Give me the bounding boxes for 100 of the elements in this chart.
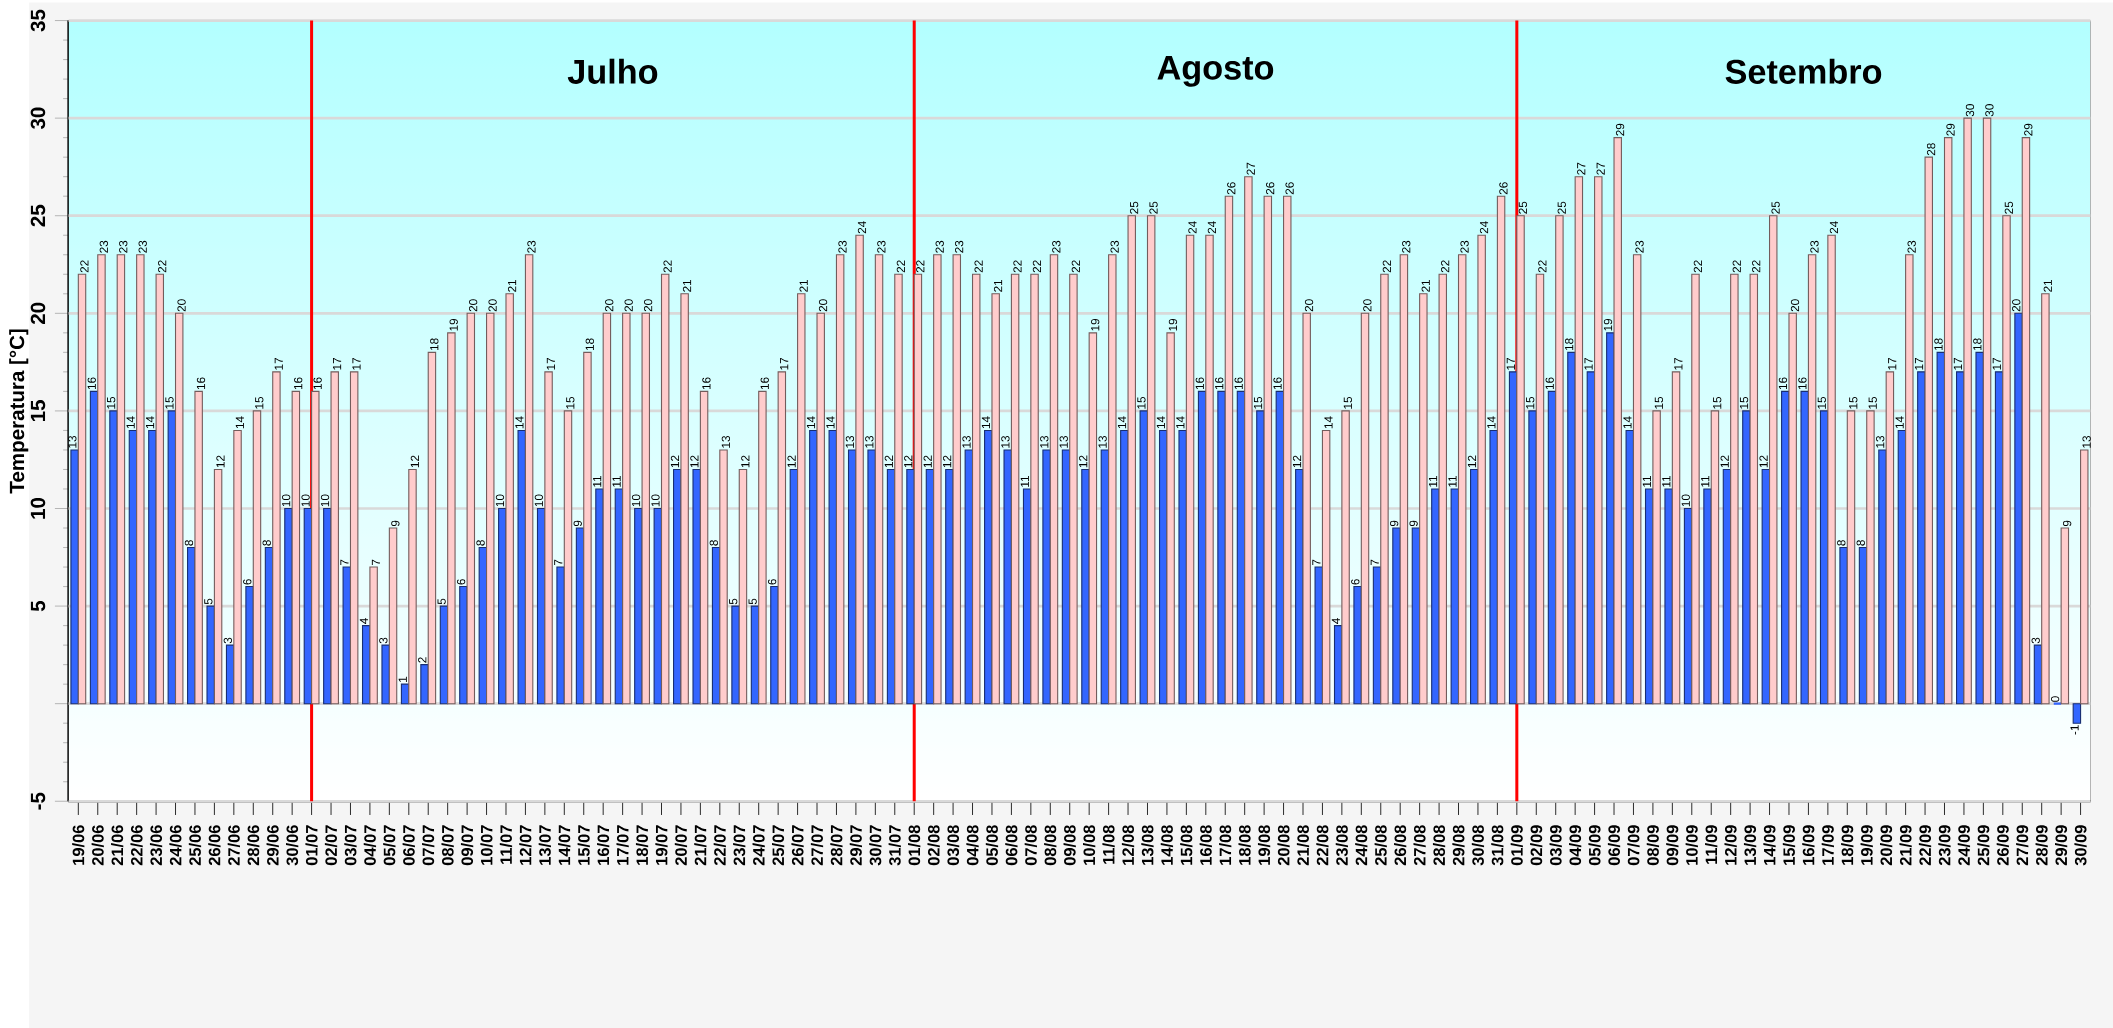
x-tick-label: 29/06 — [266, 825, 279, 866]
data-label: 14 — [1895, 416, 1904, 429]
x-tick-label: 02/08 — [927, 825, 940, 866]
x-tick-label: 28/07 — [830, 825, 843, 866]
x-tick-label: 10/07 — [480, 825, 493, 865]
data-label: 17 — [1506, 357, 1515, 370]
data-label: 20 — [468, 299, 478, 312]
x-tick-label: 28/08 — [1432, 825, 1446, 866]
bar — [1360, 312, 1370, 705]
data-label: 18 — [1564, 338, 1574, 351]
data-label: 14 — [126, 416, 135, 429]
data-label: 16 — [1195, 377, 1204, 390]
bar — [1885, 371, 1895, 705]
data-label: 12 — [410, 455, 419, 468]
bar — [1768, 215, 1778, 705]
data-label: 11 — [612, 475, 621, 487]
data-label: 11 — [1662, 475, 1671, 487]
data-label: 26 — [1266, 182, 1275, 195]
x-tick-label: 26/07 — [791, 825, 804, 866]
bar — [1924, 156, 1933, 705]
x-tick-label: 09/08 — [1063, 825, 1076, 866]
data-label: 27 — [1577, 162, 1586, 175]
bar — [1839, 546, 1848, 705]
x-tick-label: 22/06 — [130, 825, 143, 866]
data-label: 12 — [216, 455, 225, 468]
data-label: 15 — [1253, 396, 1263, 409]
y-tick-label: -5 — [30, 792, 46, 810]
bar — [952, 254, 962, 705]
x-tick-label: 28/06 — [247, 825, 260, 866]
bar — [2021, 137, 2031, 705]
data-label: 6 — [767, 579, 777, 585]
annotation: Agosto — [1157, 55, 1274, 87]
bar — [1108, 254, 1117, 705]
data-label: 7 — [1312, 559, 1321, 566]
data-label: 20 — [488, 299, 497, 312]
data-label: 12 — [741, 455, 750, 468]
x-tick-label: 15/07 — [577, 825, 590, 865]
data-label: 17 — [352, 357, 361, 370]
annotation: Julho — [567, 58, 658, 84]
data-label: 22 — [80, 260, 89, 273]
data-label: 23 — [1810, 240, 1819, 253]
bar — [971, 273, 981, 705]
x-tick-label: 30/08 — [1471, 825, 1485, 866]
data-label: 28 — [1926, 143, 1936, 156]
data-label: 16 — [702, 377, 711, 390]
data-label: 8 — [476, 540, 485, 546]
bar — [1030, 273, 1039, 705]
bar — [1866, 410, 1875, 705]
x-tick-label: 24/07 — [752, 825, 765, 866]
x-tick-label: 01/07 — [305, 825, 318, 866]
x-tick-label: 05/08 — [985, 825, 999, 866]
x-tick-label: 18/08 — [1238, 825, 1251, 865]
x-tick-label: 13/07 — [538, 825, 551, 865]
data-label: 12 — [1292, 455, 1302, 468]
x-tick-label: 04/09 — [1569, 825, 1582, 866]
bar — [828, 429, 837, 705]
bar — [1224, 195, 1234, 705]
y-axis-title: Temperatura [°C] — [9, 329, 29, 494]
bar — [1450, 488, 1460, 705]
y-tick-label: 20 — [30, 302, 46, 324]
data-label: 23 — [1110, 240, 1119, 253]
bar — [1438, 273, 1448, 705]
data-label: -1 — [2070, 725, 2079, 735]
x-tick-label: 25/09 — [1977, 825, 1990, 866]
data-label: 20 — [1363, 299, 1372, 312]
data-label: 17 — [1674, 357, 1683, 370]
bar — [653, 507, 663, 705]
bar — [602, 312, 612, 705]
bar — [466, 312, 476, 705]
data-label: 10 — [631, 494, 641, 507]
x-tick-label: 20/06 — [91, 825, 104, 866]
bar — [2002, 215, 2011, 705]
bar — [2014, 312, 2023, 705]
data-label: 17 — [1888, 357, 1897, 370]
data-label: 14 — [1156, 416, 1165, 429]
x-tick-label: 30/09 — [2074, 825, 2087, 866]
bar — [284, 507, 293, 705]
data-label: 20 — [643, 299, 653, 312]
bar — [699, 390, 709, 705]
bar — [136, 254, 145, 705]
bar — [174, 312, 184, 705]
bar — [1477, 234, 1486, 705]
x-tick-label: 08/09 — [1646, 825, 1660, 866]
data-label: 19 — [1168, 318, 1178, 331]
x-tick-label: 21/06 — [111, 825, 124, 866]
bar — [1846, 410, 1856, 705]
data-label: 22 — [1382, 260, 1391, 273]
bar — [1535, 273, 1545, 705]
x-tick-label: 14/07 — [558, 825, 571, 865]
bar — [1399, 254, 1409, 705]
x-tick-label: 03/08 — [946, 825, 960, 866]
bar — [1652, 410, 1661, 705]
bar — [731, 605, 740, 705]
x-tick-label: 21/07 — [694, 825, 707, 866]
data-label: 11 — [1701, 475, 1710, 487]
bar — [2072, 703, 2082, 724]
bar — [252, 410, 262, 705]
data-label: 20 — [177, 299, 186, 312]
data-label: 20 — [1304, 299, 1314, 312]
bar — [1010, 273, 1020, 705]
